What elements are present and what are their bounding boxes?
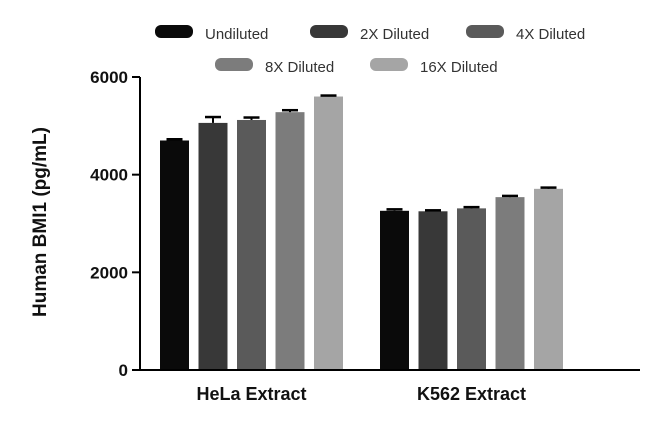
legend-swatch xyxy=(466,25,504,38)
bar xyxy=(160,140,189,370)
x-category-label: HeLa Extract xyxy=(196,384,306,404)
bar-hela-extract-undiluted xyxy=(160,138,189,370)
x-axis: HeLa Extract K562 Extract xyxy=(140,369,640,404)
bars xyxy=(160,94,563,371)
bar xyxy=(418,211,448,370)
legend-swatch xyxy=(215,58,253,71)
bar xyxy=(457,208,486,370)
y-tick-label: 0 xyxy=(119,361,128,380)
y-tick-label: 4000 xyxy=(90,166,128,185)
legend-label: 2X Diluted xyxy=(360,26,429,43)
legend-item-8x-diluted: 8X Diluted xyxy=(215,58,334,76)
bar xyxy=(495,197,525,370)
legend-label: 4X Diluted xyxy=(516,26,585,43)
bar xyxy=(314,96,343,371)
bar xyxy=(237,119,266,371)
bar-k562-extract-4x-diluted xyxy=(457,205,486,370)
x-category-label: K562 Extract xyxy=(417,384,526,404)
bar-hela-extract-2x-diluted xyxy=(198,115,228,370)
legend-item-undiluted: Undiluted xyxy=(155,25,268,43)
legend-label: Undiluted xyxy=(205,26,268,43)
bar-hela-extract-8x-diluted xyxy=(275,108,305,370)
y-tick-label: 2000 xyxy=(90,263,128,282)
bar-k562-extract-8x-diluted xyxy=(495,194,525,370)
legend-label: 16X Diluted xyxy=(420,59,498,76)
bar-hela-extract-4x-diluted xyxy=(237,116,266,371)
bar xyxy=(380,210,409,370)
legend-swatch xyxy=(310,25,348,38)
y-tick-label: 6000 xyxy=(90,68,128,87)
legend-item-16x-diluted: 16X Diluted xyxy=(370,58,498,76)
bar xyxy=(534,188,563,370)
bar-k562-extract-16x-diluted xyxy=(534,186,563,370)
bar-k562-extract-2x-diluted xyxy=(418,209,448,370)
bar-k562-extract-undiluted xyxy=(380,208,409,370)
legend: Undiluted 2X Diluted 4X Diluted 8X Diluted 1… xyxy=(155,25,585,76)
y-axis: 0 2000 4000 6000 xyxy=(90,68,141,380)
legend-item-2x-diluted: 2X Diluted xyxy=(310,25,429,43)
bar xyxy=(275,112,305,370)
bar xyxy=(198,122,228,370)
bar-hela-extract-16x-diluted xyxy=(314,94,343,371)
y-axis-label: Human BMI1 (pg/mL) xyxy=(30,127,51,317)
legend-item-4x-diluted: 4X Diluted xyxy=(466,25,585,43)
legend-label: 8X Diluted xyxy=(265,59,334,76)
legend-swatch xyxy=(155,25,193,38)
legend-swatch xyxy=(370,58,408,71)
